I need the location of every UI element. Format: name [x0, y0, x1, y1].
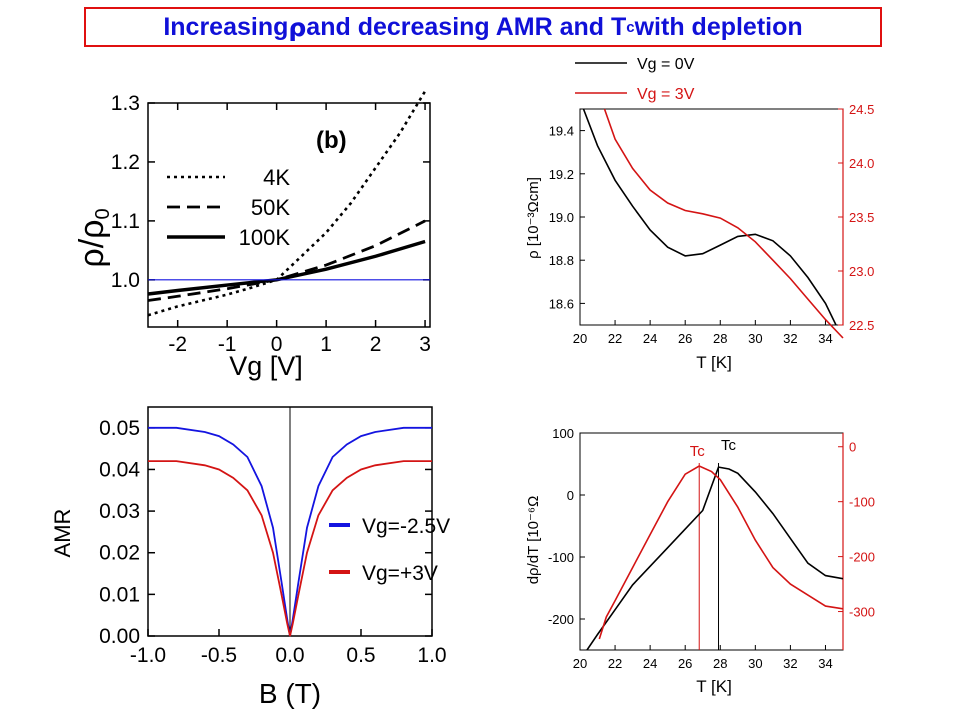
drho-ytick-label: 0 — [567, 488, 574, 503]
drho-xtick-label: 24 — [643, 656, 657, 671]
drho-ylabel: dρ/dT [10⁻⁶Ω — [525, 496, 542, 585]
title-part-1: Increasing — [163, 12, 289, 41]
panel-b-group: -2 -1 0 1 2 3 1.0 1.1 1.2 1.3 4K 50K 100K (b) Vg [V] ρ/… — [73, 90, 431, 381]
panel-b-ytick-label: 1.2 — [111, 151, 140, 174]
title-part-3: with depletion — [634, 12, 803, 41]
panel-b-legend-label: 100K — [239, 225, 291, 250]
panel-b-xtick-label: 1 — [320, 333, 332, 356]
rho-T-xtick-label: 20 — [573, 331, 587, 346]
drho-xtick-label: 22 — [608, 656, 622, 671]
rho-T-ytick-right-label: 23.0 — [849, 264, 874, 279]
amr-legend-label: Vg=+3V — [362, 562, 438, 585]
drho-tc-label: Tc — [690, 443, 706, 460]
amr-group: -1.0 -0.5 0.0 0.5 1.0 0.00 0.01 0.02 0.03 0.04 0.0… — [50, 406, 450, 709]
amr-series-Vg=+3V — [148, 460, 432, 637]
drho-ytick-right-label: -100 — [849, 495, 875, 510]
rho-T-legend-label: Vg = 3V — [637, 86, 695, 103]
rho-T-ylabel: ρ [10⁻³Ωcm] — [525, 177, 542, 259]
panel-b-ytick-label: 1.1 — [111, 210, 140, 233]
rho-T-series-Vg = 0V — [582, 108, 837, 326]
rho-T-xtick-label: 28 — [713, 331, 727, 346]
panel-b-ylabel: ρ/ρ0 — [73, 208, 114, 267]
rho-T-ytick-label: 19.0 — [549, 210, 574, 225]
rho-T-legend-label: Vg = 0V — [637, 56, 695, 73]
rho-T-ytick-label: 19.2 — [549, 167, 574, 182]
drho-group: 20 22 24 26 28 30 32 34 -200 -100 0 100 -300 -200 -100… — [525, 426, 875, 696]
panel-b-xtick-label: 2 — [370, 333, 382, 356]
amr-xtick-label: -0.5 — [201, 644, 237, 667]
rho-T-ytick-label: 18.6 — [549, 296, 574, 311]
amr-ylabel: AMR — [50, 509, 75, 558]
drho-xtick-label: 28 — [713, 656, 727, 671]
rho-T-ytick-right-label: 24.0 — [849, 156, 874, 171]
rho-T-xtick-label: 30 — [748, 331, 762, 346]
rho-T-series-Vg = 3V — [603, 108, 844, 339]
rho-T-xtick-label: 32 — [783, 331, 797, 346]
amr-ytick-label: 0.01 — [99, 583, 140, 606]
panel-b-ytick-label: 1.0 — [111, 269, 140, 292]
amr-xtick-label: 0.0 — [275, 644, 304, 667]
rho-T-xlabel: T [K] — [696, 353, 732, 372]
drho-frame — [579, 432, 844, 651]
rho-T-xtick-label: 26 — [678, 331, 692, 346]
amr-xtick-label: -1.0 — [130, 644, 166, 667]
panel-b-xtick-label: 3 — [419, 333, 431, 356]
amr-ytick-label: 0.04 — [99, 458, 140, 481]
amr-xtick-label: 0.5 — [346, 644, 375, 667]
drho-ytick-right-label: -300 — [849, 605, 875, 620]
rho-T-ytick-right-label: 24.5 — [849, 102, 874, 117]
drho-series-red — [598, 465, 843, 640]
amr-ytick-label: 0.02 — [99, 542, 140, 565]
amr-ytick-label: 0.05 — [99, 417, 140, 440]
rho-T-ytick-right-label: 23.5 — [849, 210, 874, 225]
panel-b-label: (b) — [316, 127, 347, 154]
rho-T-xtick-label: 34 — [818, 331, 832, 346]
drho-ytick-label: 100 — [552, 426, 574, 441]
rho-T-ytick-right-label: 22.5 — [849, 318, 874, 333]
panel-b-legend-label: 50K — [251, 195, 290, 220]
panel-b-legend-label: 4K — [263, 165, 290, 190]
title-part-2: and decreasing AMR and T — [306, 12, 627, 41]
drho-ytick-label: -200 — [548, 612, 574, 627]
panel-b-frame — [147, 102, 431, 328]
drho-xtick-label: 30 — [748, 656, 762, 671]
amr-ytick-label: 0.00 — [99, 625, 140, 648]
amr-xlabel: B (T) — [259, 678, 321, 709]
panel-b-xtick-label: -1 — [218, 333, 237, 356]
rho-T-ytick-label: 19.4 — [549, 124, 574, 139]
rho-T-frame — [579, 108, 844, 326]
title-rho: ρ — [288, 12, 307, 42]
amr-xtick-label: 1.0 — [417, 644, 446, 667]
panel-b-ytick-label: 1.3 — [111, 92, 140, 115]
drho-ytick-right-label: -200 — [849, 550, 875, 565]
rho-T-group: 20 22 24 26 28 30 32 34 18.6 18.8 19.0 19.2 19.4 22.5… — [525, 56, 874, 372]
drho-xtick-label: 32 — [783, 656, 797, 671]
panel-b-xtick-label: 0 — [271, 333, 283, 356]
drho-xlabel: T [K] — [696, 677, 732, 696]
amr-ytick-label: 0.03 — [99, 500, 140, 523]
drho-series-black — [586, 466, 843, 650]
panel-b-xlabel: Vg [V] — [229, 351, 303, 381]
panel-b-xtick-label: -2 — [168, 333, 187, 356]
drho-xtick-label: 26 — [678, 656, 692, 671]
drho-xtick-label: 20 — [573, 656, 587, 671]
drho-ytick-right-label: 0 — [849, 440, 856, 455]
drho-ytick-label: -100 — [548, 550, 574, 565]
rho-T-xtick-label: 22 — [608, 331, 622, 346]
drho-xtick-label: 34 — [818, 656, 832, 671]
rho-T-xtick-label: 24 — [643, 331, 657, 346]
title-subscript: c — [626, 18, 635, 36]
drho-tc-label: Tc — [721, 437, 737, 454]
amr-legend-label: Vg=-2.5V — [362, 515, 450, 538]
rho-T-ytick-label: 18.8 — [549, 253, 574, 268]
